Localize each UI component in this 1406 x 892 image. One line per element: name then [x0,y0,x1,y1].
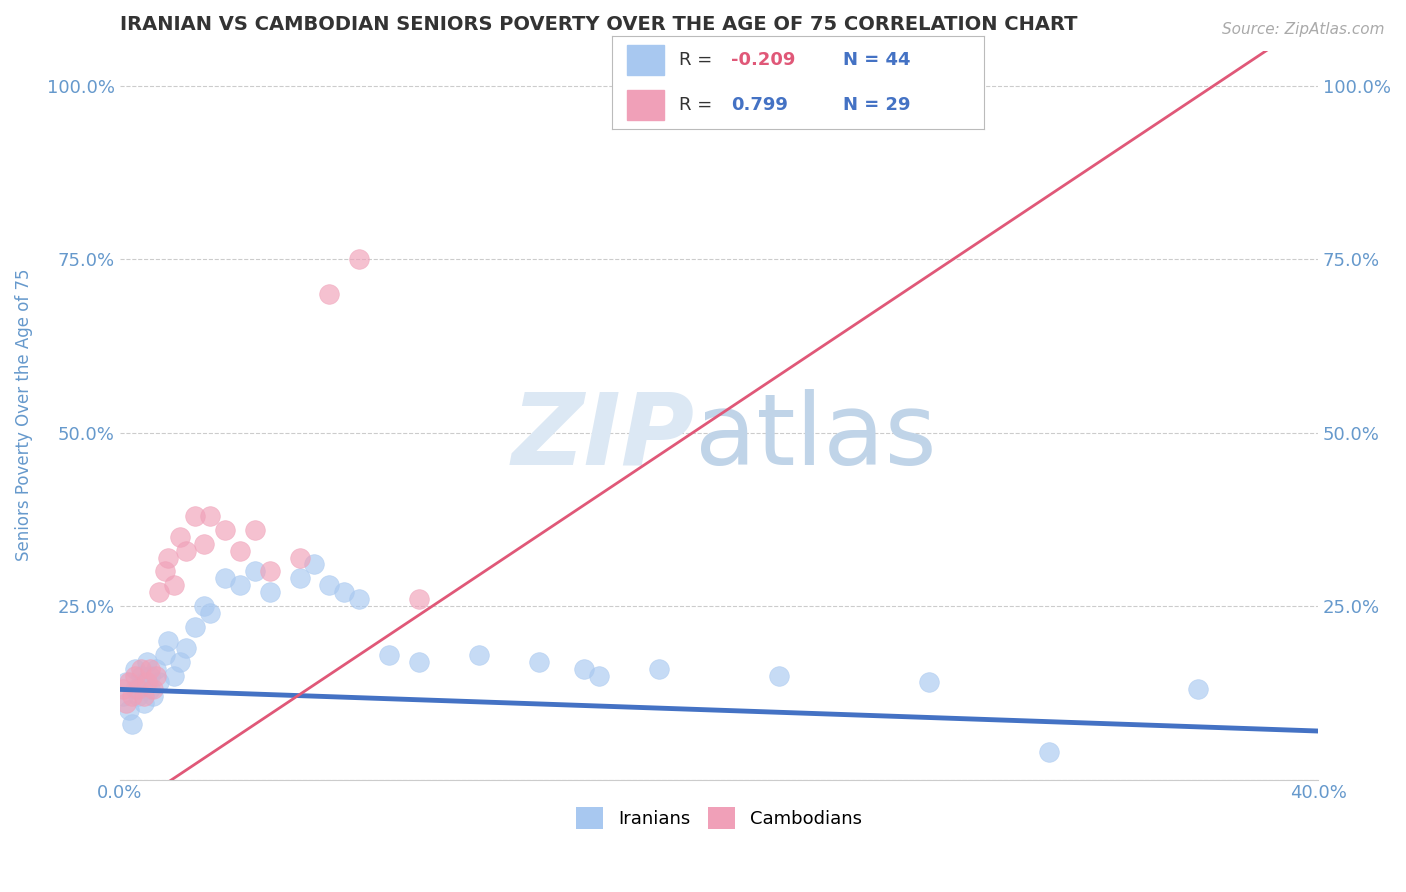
Iranians [214,571,236,585]
Cambodians [408,592,430,607]
Iranians [124,662,146,676]
Text: Source: ZipAtlas.com: Source: ZipAtlas.com [1222,22,1385,37]
Iranians [156,633,179,648]
Text: 0.799: 0.799 [731,96,787,114]
Iranians [129,668,152,682]
Iranians [142,690,165,704]
Cambodians [111,682,134,697]
Text: N = 44: N = 44 [842,51,910,69]
Iranians [648,662,671,676]
Cambodians [135,675,157,690]
Y-axis label: Seniors Poverty Over the Age of 75: Seniors Poverty Over the Age of 75 [15,269,32,561]
Iranians [127,690,149,704]
Iranians [527,655,550,669]
Text: R =: R = [679,51,717,69]
Iranians [163,668,186,682]
Iranians [118,703,141,717]
Cambodians [124,668,146,682]
Cambodians [142,682,165,697]
Cambodians [214,523,236,537]
Bar [627,45,664,75]
Iranians [124,682,146,697]
Cambodians [145,668,167,682]
Cambodians [318,286,340,301]
Iranians [1187,682,1209,697]
Cambodians [127,682,149,697]
Cambodians [259,565,281,579]
Iranians [288,571,311,585]
Iranians [193,599,215,613]
Legend: Iranians, Cambodians: Iranians, Cambodians [569,800,869,836]
Iranians [408,655,430,669]
Iranians [259,585,281,599]
Iranians [111,690,134,704]
Iranians [121,717,143,731]
Iranians [333,585,356,599]
Cambodians [243,523,266,537]
Iranians [572,662,595,676]
Cambodians [163,578,186,592]
Cambodians [198,508,221,523]
Iranians [135,655,157,669]
Iranians [917,675,939,690]
Iranians [588,668,610,682]
Iranians [132,675,155,690]
Cambodians [174,543,197,558]
Cambodians [138,662,160,676]
Cambodians [153,565,176,579]
Text: N = 29: N = 29 [842,96,910,114]
Iranians [138,668,160,682]
Cambodians [129,662,152,676]
Iranians [169,655,191,669]
Iranians [145,662,167,676]
Text: atlas: atlas [695,389,936,485]
Cambodians [193,536,215,550]
Cambodians [169,530,191,544]
Iranians [198,606,221,620]
Iranians [318,578,340,592]
Iranians [1038,745,1060,759]
Iranians [132,696,155,710]
Cambodians [183,508,205,523]
Cambodians [132,690,155,704]
Text: R =: R = [679,96,724,114]
Cambodians [118,675,141,690]
Iranians [228,578,250,592]
Text: IRANIAN VS CAMBODIAN SENIORS POVERTY OVER THE AGE OF 75 CORRELATION CHART: IRANIAN VS CAMBODIAN SENIORS POVERTY OVE… [120,15,1077,34]
Text: -0.209: -0.209 [731,51,796,69]
Iranians [349,592,371,607]
Cambodians [114,696,136,710]
Iranians [304,558,326,572]
Cambodians [288,550,311,565]
Iranians [243,565,266,579]
Iranians [183,620,205,634]
Cambodians [148,585,170,599]
Iranians [378,648,401,662]
Cambodians [121,690,143,704]
Cambodians [349,252,371,266]
Bar [627,90,664,120]
Cambodians [156,550,179,565]
Iranians [768,668,790,682]
Iranians [148,675,170,690]
Text: ZIP: ZIP [512,389,695,485]
Iranians [468,648,491,662]
Cambodians [228,543,250,558]
Iranians [153,648,176,662]
Iranians [174,640,197,655]
Iranians [114,675,136,690]
Iranians [138,682,160,697]
